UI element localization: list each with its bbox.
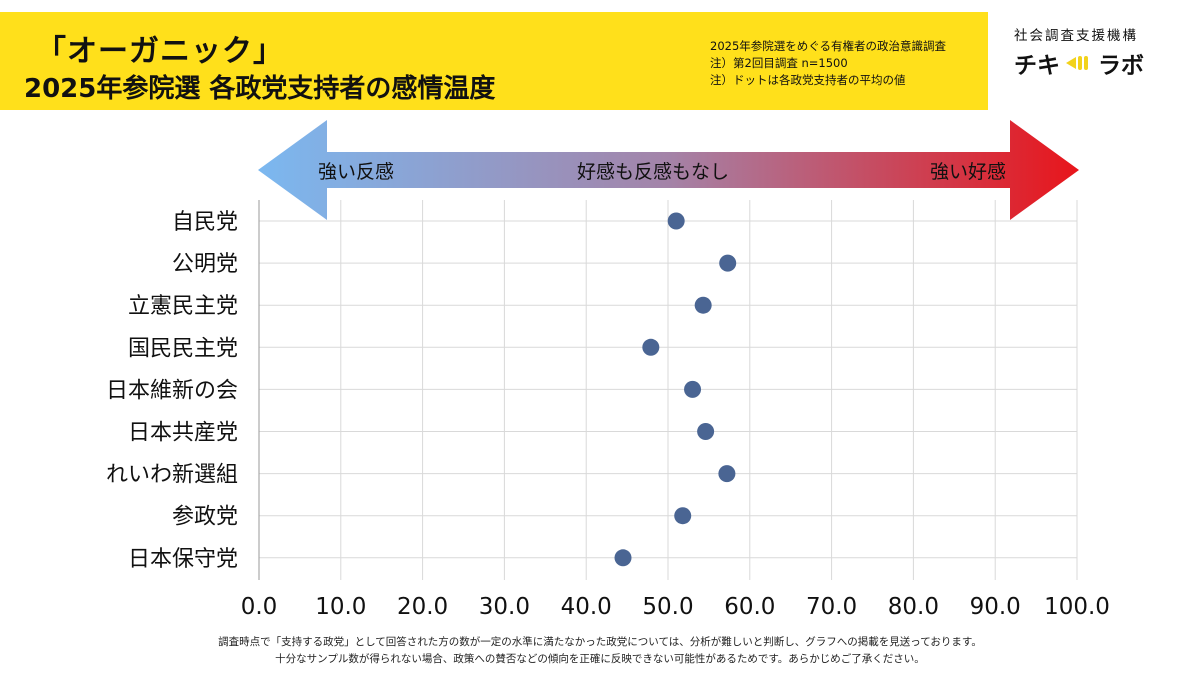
- survey-note: 注）ドットは各政党支持者の平均の値: [710, 73, 906, 87]
- y-category-label: れいわ新選組: [106, 463, 238, 488]
- footnote-line-1: 調査時点で「支持する政党」として回答された方の数が一定の水準に満たなかった政党に…: [218, 636, 982, 648]
- data-point-dot: [719, 254, 737, 272]
- logo-mark-icon: [1066, 56, 1088, 70]
- logo-brand: チキ ラボ: [1014, 46, 1144, 80]
- data-point-dot: [718, 465, 736, 483]
- x-tick-label: 90.0: [970, 594, 1021, 620]
- x-tick-label: 60.0: [724, 594, 775, 620]
- logo-brand-left: チキ: [1014, 53, 1060, 79]
- survey-notes: 2025年参院選をめぐる有権者の政治意識調査 注）第2回目調査 n=1500 注…: [710, 38, 946, 89]
- x-tick-label: 100.0: [1044, 594, 1110, 620]
- scale-label-left: 強い反感: [318, 161, 395, 183]
- x-tick-label: 0.0: [241, 594, 278, 620]
- survey-note: 注）第2回目調査 n=1500: [710, 56, 848, 70]
- data-point-dot: [642, 338, 660, 356]
- y-category-label: 自民党: [172, 210, 238, 235]
- logo-org-name: 社会調査支援機構: [1014, 28, 1138, 44]
- x-tick-label: 20.0: [397, 594, 448, 620]
- sentiment-scale-arrow: [258, 120, 1079, 220]
- x-tick-label: 30.0: [479, 594, 530, 620]
- y-category-label: 国民民主党: [128, 336, 238, 361]
- logo-brand-right: ラボ: [1098, 53, 1144, 79]
- data-point-dot: [674, 507, 692, 525]
- x-tick-label: 70.0: [806, 594, 857, 620]
- data-point-dot: [697, 423, 715, 440]
- scale-label-center: 好感も反感もなし: [577, 161, 730, 183]
- footnote-line-2: 十分なサンプル数が得られない場合、政策への賛否などの傾向を正確に反映できない可能…: [275, 653, 925, 665]
- x-tick-label: 50.0: [642, 594, 693, 620]
- y-category-label: 日本維新の会: [106, 378, 238, 403]
- x-tick-label: 80.0: [888, 594, 939, 620]
- y-category-label: 参政党: [172, 505, 238, 530]
- data-point-dot: [614, 549, 632, 567]
- y-category-label: 日本保守党: [128, 547, 238, 572]
- y-category-label: 公明党: [172, 252, 238, 277]
- y-category-label: 立憲民主党: [128, 294, 238, 319]
- data-point-dot: [667, 212, 685, 230]
- organization-logo: 社会調査支援機構 チキ ラボ: [1008, 20, 1188, 80]
- x-tick-label: 40.0: [561, 594, 612, 620]
- y-category-label: 日本共産党: [128, 421, 238, 446]
- title-banner: 「オーガニック」 2025年参院選 各政党支持者の感情温度 2025年参院選をめ…: [0, 12, 988, 110]
- title-line-2: 2025年参院選 各政党支持者の感情温度: [24, 74, 496, 104]
- title-line-1: 「オーガニック」: [36, 34, 284, 69]
- survey-note: 2025年参院選をめぐる有権者の政治意識調査: [710, 39, 947, 53]
- data-point-dot: [694, 296, 712, 314]
- x-tick-label: 10.0: [315, 594, 366, 620]
- scale-label-right: 強い好感: [930, 161, 1007, 183]
- data-point-dot: [684, 380, 702, 398]
